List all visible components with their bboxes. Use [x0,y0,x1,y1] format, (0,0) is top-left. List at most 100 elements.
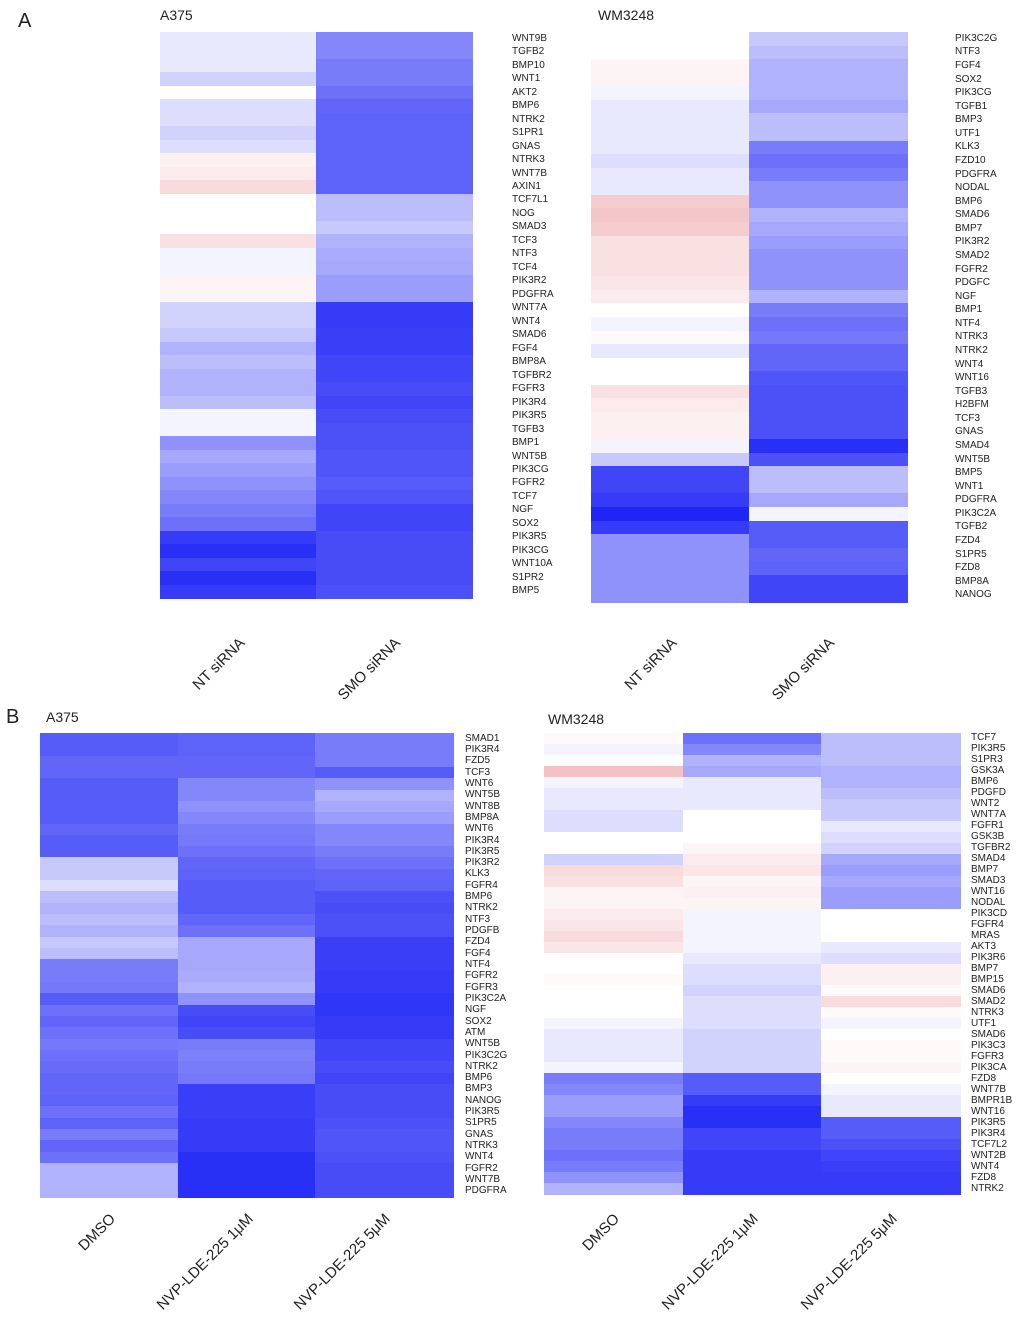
heatmap-cell [177,1140,316,1153]
gene-label: SMAD4 [971,853,1006,865]
heatmap-grid [160,32,473,599]
heatmap-cell [821,864,961,877]
heatmap-cell [316,58,473,73]
heatmap-cell [177,1049,316,1062]
heatmap-cell [160,382,317,397]
heatmap-cell [315,1117,454,1130]
heatmap-cell [821,1007,961,1019]
heatmap-cell [177,1027,316,1040]
heatmap-cell [316,72,473,87]
gene-label: SMAD4 [955,439,990,451]
heatmap-cell [40,744,179,757]
heatmap-cell [40,925,179,938]
heatmap-cell [316,193,473,208]
gene-label: BMP3 [955,114,983,126]
heatmap-cell [40,981,179,994]
heatmap-cell [316,126,473,141]
gene-label: PIK3C2G [465,1049,508,1061]
heatmap-cell [544,820,684,833]
heatmap-cell [160,153,317,168]
heatmap-cell [316,503,473,518]
heatmap-cell [40,766,179,779]
heatmap-cell [821,809,961,822]
gene-label: NTRK3 [955,331,988,343]
heatmap-cell [749,45,908,60]
heatmap-cell [315,1140,454,1153]
heatmap-cell [160,288,317,303]
gene-label: BMP1 [955,304,983,316]
gene-label: SOX2 [512,517,539,529]
heatmap-cell [821,875,961,888]
gene-label: TGFBR2 [512,369,552,381]
gene-label: FZD4 [955,534,980,546]
heatmap-cell [821,996,961,1008]
gene-label: BMP6 [971,776,999,788]
heatmap-cell [544,1040,684,1052]
heatmap-cell [160,409,317,424]
heatmap-cell [315,948,454,960]
heatmap-cell [682,1040,822,1052]
heatmap-cell [591,371,750,386]
heatmap-cell [544,1139,684,1151]
heatmap-cell [682,820,822,833]
heatmap-cell [749,520,908,535]
heatmap-cell [316,315,473,330]
heatmap-title: A375 [160,7,193,23]
heatmap-cell [160,490,317,505]
heatmap-cell [749,235,908,250]
heatmap-cell [316,180,473,195]
heatmap-cell [682,754,822,767]
heatmap-cell [749,425,908,440]
heatmap-cell [821,963,961,976]
heatmap-cell [821,820,961,833]
heatmap-cell [316,288,473,303]
gene-label: GNAS [955,426,984,438]
heatmap-cell [316,463,473,478]
heatmap-grid [591,32,908,603]
heatmap-cell [821,754,961,767]
gene-label: WNT5B [465,789,500,801]
heatmap-cell [544,1183,684,1195]
heatmap-cell [544,765,684,778]
heatmap-cell [177,744,316,757]
gene-label: WNT6 [465,823,494,835]
heatmap-cell [160,207,317,222]
heatmap-cell [682,864,822,877]
heatmap-cell [316,571,473,586]
heatmap-cell [749,208,908,223]
heatmap-cell [315,868,454,881]
gene-label: S1PR5 [465,1117,497,1129]
gene-label: TCF7 [971,732,996,744]
heatmap-cell [544,754,684,767]
heatmap-cell [177,766,316,779]
heatmap-cell [316,85,473,100]
heatmap-cell [316,476,473,491]
heatmap-cell [682,1095,822,1107]
heatmap-cell [821,853,961,866]
heatmap-cell [591,588,750,603]
gene-label: NTRK2 [971,1182,1004,1194]
heatmap-cell [682,743,822,756]
heatmap-cell [591,357,750,372]
gene-label: BMP15 [971,973,1004,985]
heatmap-title: A375 [46,709,79,725]
heatmap-cell [160,544,317,559]
gene-label: FZD10 [955,154,986,166]
gene-label: NTRK2 [955,344,988,356]
heatmap-cell [682,908,822,921]
heatmap-cell [591,412,750,427]
heatmap-cell [315,880,454,893]
heatmap-cell [749,181,908,196]
heatmap-cell [177,970,316,983]
gene-label: NGF [955,290,977,302]
heatmap-cell [591,493,750,508]
heatmap-cell [682,875,822,888]
gene-label: TCF4 [512,261,537,273]
heatmap-cell [316,45,473,60]
heatmap-cell [177,1117,316,1130]
heatmap-cell [749,317,908,332]
heatmap-cell [591,140,750,155]
heatmap-cell [749,222,908,237]
gene-label: TCF7 [512,490,537,502]
heatmap-cell [591,32,750,47]
